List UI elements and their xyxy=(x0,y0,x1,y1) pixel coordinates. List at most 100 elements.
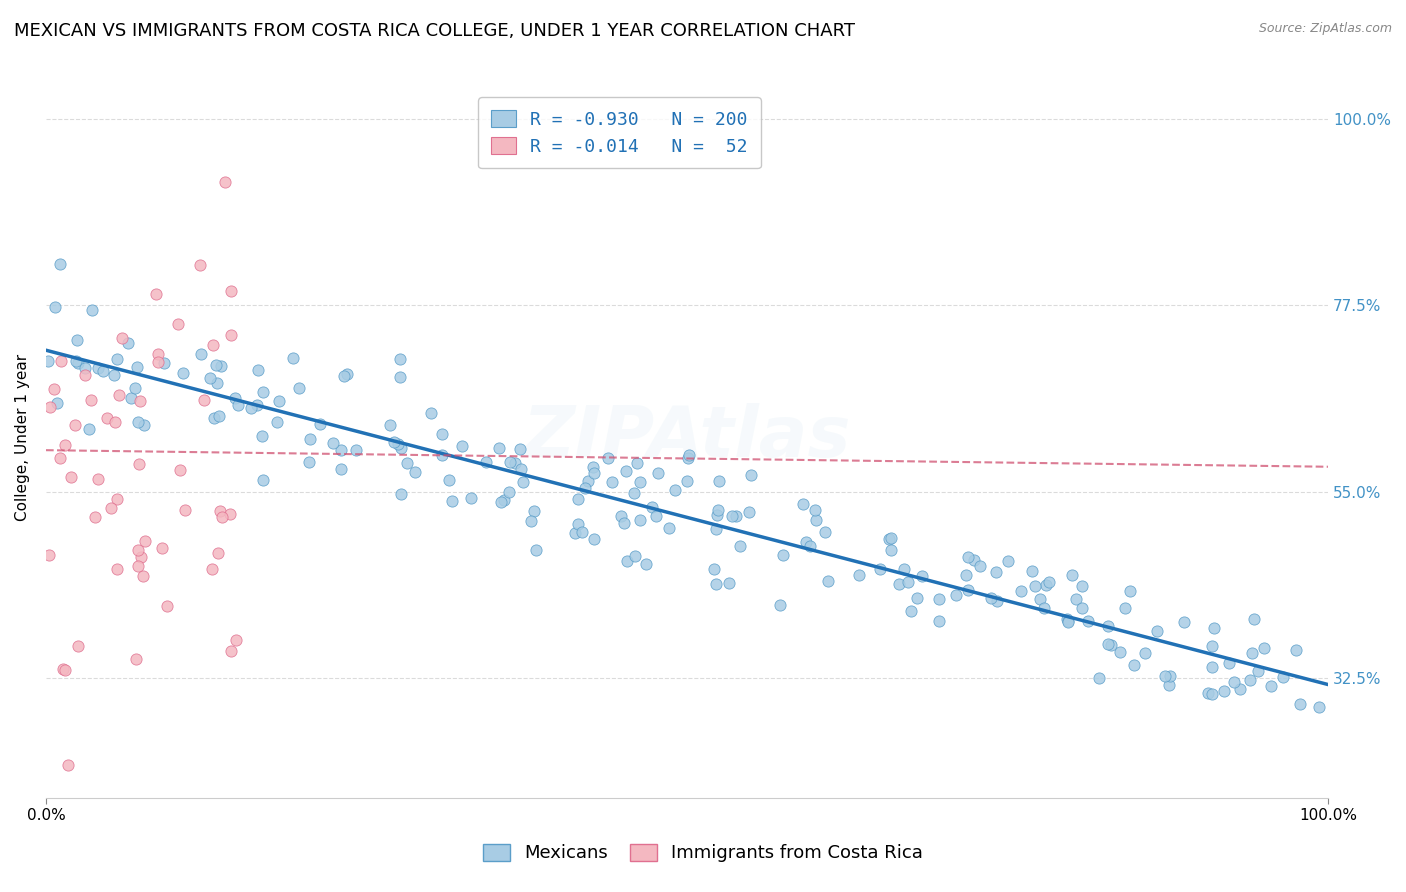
Point xyxy=(600,475,623,489)
Point xyxy=(127,559,149,574)
Point xyxy=(880,543,903,558)
Point xyxy=(721,508,744,523)
Point xyxy=(1272,670,1295,684)
Point xyxy=(77,422,100,436)
Point xyxy=(1056,612,1078,626)
Point xyxy=(1077,614,1099,628)
Point xyxy=(105,562,128,576)
Point xyxy=(298,455,321,469)
Point xyxy=(962,552,984,566)
Point xyxy=(488,441,510,455)
Point xyxy=(404,465,426,479)
Point xyxy=(1070,579,1092,593)
Point xyxy=(614,464,637,478)
Point xyxy=(39,400,62,414)
Point xyxy=(247,362,270,376)
Point xyxy=(430,427,453,442)
Point xyxy=(1201,687,1223,701)
Point xyxy=(623,549,645,563)
Point xyxy=(132,569,155,583)
Point xyxy=(1229,681,1251,696)
Point xyxy=(44,300,66,314)
Point xyxy=(1109,645,1132,659)
Point xyxy=(526,542,548,557)
Point xyxy=(42,383,65,397)
Point xyxy=(1159,669,1181,683)
Point xyxy=(523,504,546,518)
Point xyxy=(193,392,215,407)
Point xyxy=(571,524,593,539)
Point xyxy=(897,574,920,589)
Point xyxy=(129,394,152,409)
Point xyxy=(707,502,730,516)
Point xyxy=(127,543,149,558)
Point xyxy=(224,391,246,405)
Point xyxy=(105,492,128,507)
Point xyxy=(583,466,606,480)
Point xyxy=(634,557,657,571)
Point xyxy=(475,454,498,468)
Point xyxy=(792,497,814,511)
Point xyxy=(986,593,1008,607)
Point xyxy=(576,475,599,489)
Point xyxy=(218,507,240,521)
Point xyxy=(957,550,980,565)
Text: Source: ZipAtlas.com: Source: ZipAtlas.com xyxy=(1258,22,1392,36)
Point xyxy=(706,508,728,522)
Point xyxy=(188,258,211,272)
Point xyxy=(678,448,700,462)
Point xyxy=(489,494,512,508)
Point xyxy=(93,364,115,378)
Point xyxy=(678,451,700,466)
Point xyxy=(900,604,922,618)
Point xyxy=(167,317,190,331)
Point xyxy=(145,287,167,301)
Point xyxy=(1032,601,1054,615)
Point xyxy=(1062,568,1084,582)
Point xyxy=(105,352,128,367)
Point xyxy=(148,346,170,360)
Point xyxy=(509,442,531,456)
Point xyxy=(45,396,67,410)
Point xyxy=(512,475,534,490)
Point xyxy=(945,588,967,602)
Point xyxy=(207,546,229,560)
Point xyxy=(1153,669,1175,683)
Point xyxy=(772,548,794,562)
Point xyxy=(153,356,176,370)
Point xyxy=(1197,686,1219,700)
Point xyxy=(172,366,194,380)
Point xyxy=(804,503,827,517)
Point xyxy=(706,523,728,537)
Point xyxy=(817,574,839,589)
Point xyxy=(567,516,589,531)
Point xyxy=(1157,678,1180,692)
Point xyxy=(628,475,651,489)
Point xyxy=(127,415,149,429)
Point xyxy=(1202,621,1225,635)
Point xyxy=(928,614,950,628)
Point xyxy=(1218,656,1240,670)
Point xyxy=(647,466,669,480)
Point xyxy=(420,407,443,421)
Point xyxy=(623,486,645,500)
Legend: Mexicans, Immigrants from Costa Rica: Mexicans, Immigrants from Costa Rica xyxy=(475,837,931,870)
Point xyxy=(49,450,72,465)
Point xyxy=(226,398,249,412)
Point xyxy=(503,457,526,471)
Text: MEXICAN VS IMMIGRANTS FROM COSTA RICA COLLEGE, UNDER 1 YEAR CORRELATION CHART: MEXICAN VS IMMIGRANTS FROM COSTA RICA CO… xyxy=(14,22,855,40)
Point xyxy=(1253,640,1275,655)
Point xyxy=(108,388,131,402)
Point xyxy=(498,485,520,500)
Point xyxy=(1133,646,1156,660)
Point xyxy=(980,591,1002,606)
Point xyxy=(869,562,891,576)
Point xyxy=(288,381,311,395)
Point xyxy=(202,338,225,352)
Point xyxy=(725,509,748,524)
Point xyxy=(208,504,231,518)
Point xyxy=(664,483,686,498)
Point xyxy=(1146,624,1168,638)
Point xyxy=(928,592,950,607)
Point xyxy=(37,354,59,368)
